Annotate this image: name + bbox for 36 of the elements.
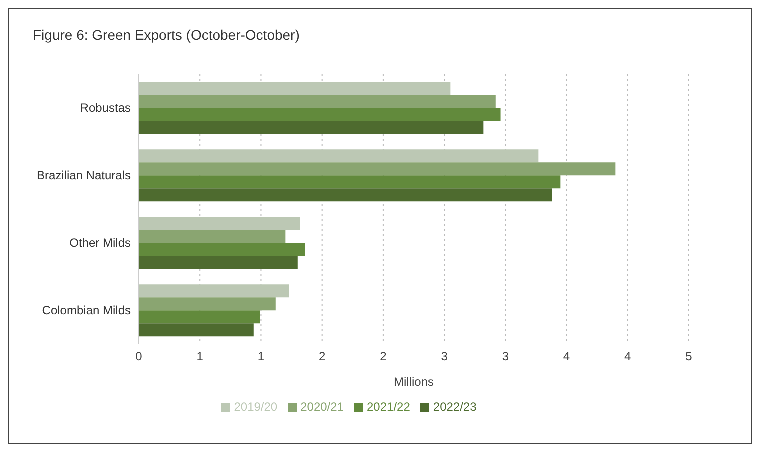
bar (139, 150, 539, 163)
bar (139, 324, 254, 337)
x-tick-label: 1 (258, 350, 265, 364)
x-tick-label: 5 (686, 350, 693, 364)
y-tick-label: Robustas (80, 101, 131, 116)
x-tick-label: 3 (502, 350, 510, 364)
bar (139, 121, 484, 134)
legend-label: 2022/23 (433, 400, 477, 414)
x-tick-label: 2 (380, 350, 388, 364)
x-tick-label: 2 (318, 350, 326, 364)
bar (139, 243, 306, 256)
bar (139, 188, 552, 202)
bar (139, 217, 300, 230)
bar (139, 176, 561, 189)
bar (139, 95, 496, 108)
bar (139, 310, 260, 324)
x-tick-label: 1 (196, 350, 204, 364)
y-tick-label: Brazilian Naturals (36, 168, 131, 183)
bar (139, 284, 290, 298)
x-tick-label: 3 (441, 350, 448, 364)
y-tick-label: Colombian Milds (42, 304, 131, 318)
chart-title: Figure 6: Green Exports (October-October) (33, 27, 300, 43)
bar (139, 256, 298, 270)
x-axis-title: Millions (394, 375, 434, 389)
bar (139, 298, 276, 311)
x-tick-label: 0 (136, 350, 143, 364)
y-tick-label: Other Milds (70, 236, 131, 250)
bar (139, 108, 501, 122)
bar (139, 162, 616, 176)
legend-label: 2019/20 (234, 400, 278, 414)
x-tick-label: 4 (563, 350, 570, 364)
bar (139, 230, 286, 244)
legend-label: 2021/22 (367, 400, 410, 414)
x-tick-label: 4 (624, 350, 632, 364)
bar (139, 82, 451, 96)
legend-label: 2020/21 (300, 400, 344, 414)
